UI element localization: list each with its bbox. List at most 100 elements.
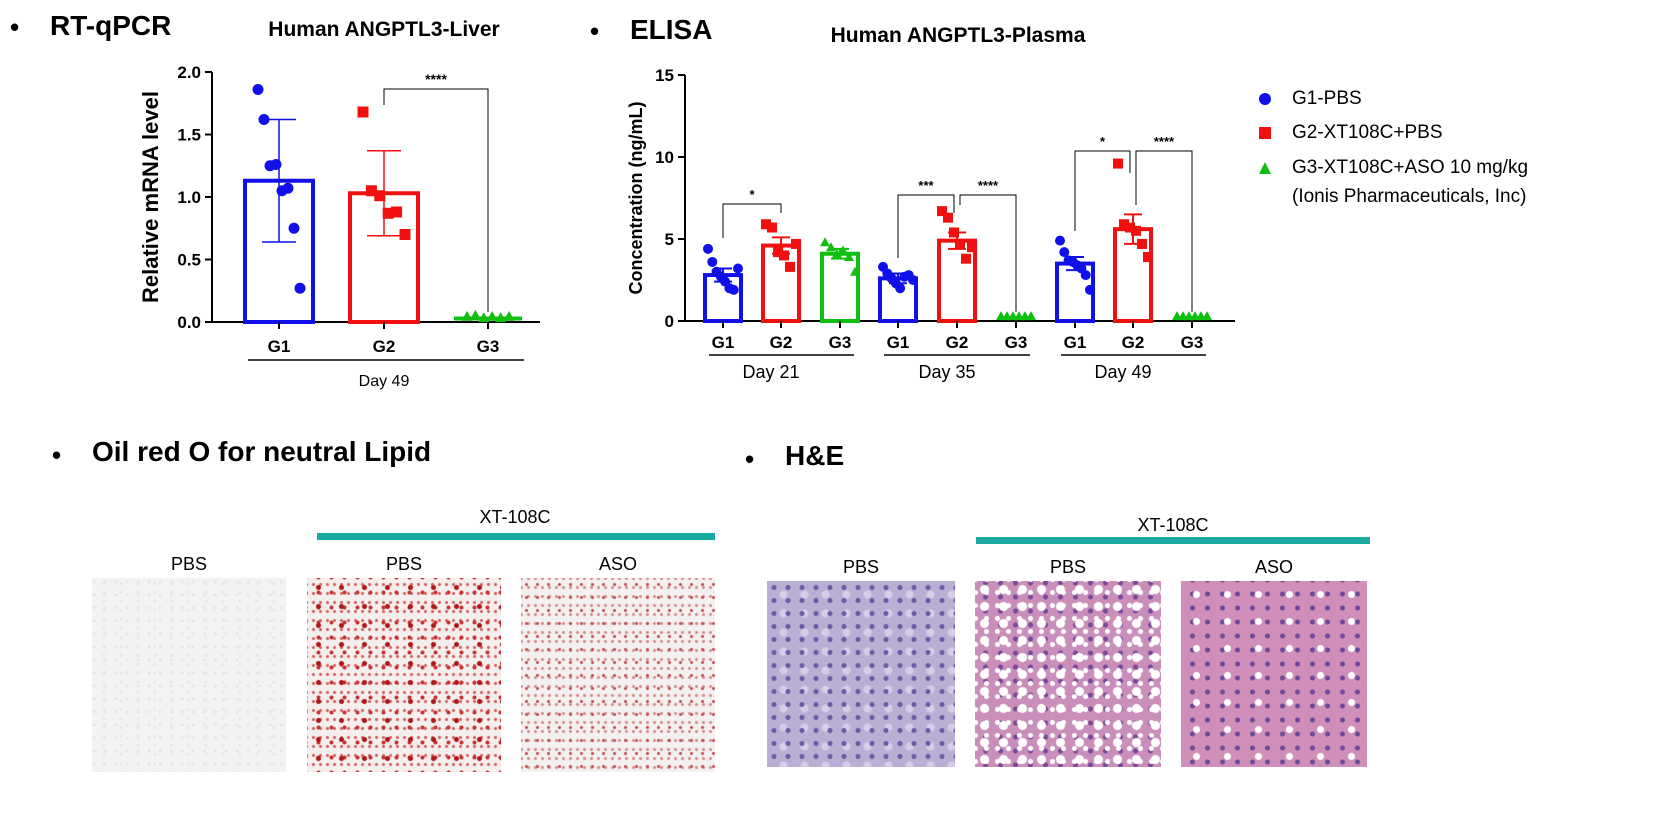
legend-label-g1: G1-PBS: [1292, 88, 1362, 109]
legend-marker-square-icon: [1259, 127, 1271, 139]
he-image-pbs: [767, 581, 955, 767]
data-point-G2: [399, 229, 411, 240]
data-point-G2: [1131, 225, 1141, 236]
legend-item-g3: G3-XT108C+ASO 10 mg/kg: [1258, 157, 1528, 179]
he-label-xt-pbs: PBS: [1049, 557, 1087, 577]
data-point-G2: [365, 185, 377, 197]
oil-xt108c-bar: [317, 533, 715, 540]
data-point-G1: [288, 222, 300, 234]
x-tick-label: G3: [1181, 333, 1204, 352]
data-point-G2: [374, 190, 386, 202]
oil-label-pbs: PBS: [170, 554, 208, 574]
x-tick-label: G3: [829, 333, 852, 352]
data-point-G3: [495, 312, 507, 323]
legend-label-g3: G3-XT108C+ASO 10 mg/kg: [1292, 157, 1529, 178]
data-point-G2: [791, 238, 801, 249]
data-point-G1: [908, 275, 918, 285]
data-point-G1: [1080, 270, 1091, 281]
bar-G2: [937, 238, 977, 323]
data-point-G3: [461, 311, 473, 321]
he-label-xt-aso: ASO: [1254, 557, 1293, 577]
data-point-G2: [1113, 158, 1123, 169]
data-point-G3: [503, 311, 515, 321]
data-point-G3: [1202, 311, 1212, 321]
significance-bracket: [1135, 150, 1193, 312]
y-tick-label: 10: [655, 148, 674, 167]
he-xt108c-header: XT-108C: [1137, 515, 1209, 535]
group-label: Day 21: [742, 362, 799, 382]
data-point-G3: [850, 266, 860, 276]
y-tick-label: 15: [655, 66, 674, 85]
chart-title: Human ANGPTL3-Plasma: [831, 24, 1086, 47]
legend-label-g2: G2-XT108C+PBS: [1292, 122, 1443, 143]
significance-label: ***: [918, 178, 934, 193]
data-point-G3: [1026, 311, 1036, 321]
data-point-G2: [943, 212, 953, 223]
section-title-oil: Oil red O for neutral Lipid: [92, 436, 432, 467]
significance-label: *: [749, 187, 755, 202]
data-point-G1: [1055, 235, 1065, 246]
y-tick-label: 0: [665, 312, 674, 331]
data-point-G2: [773, 247, 783, 258]
x-tick-label: G1: [712, 333, 735, 352]
x-tick-label: G1: [1064, 333, 1087, 352]
significance-label: *: [1100, 134, 1106, 149]
x-tick-label: G2: [373, 337, 396, 356]
y-axis-label: Relative mRNA level: [138, 91, 163, 303]
data-point-G2: [961, 253, 971, 264]
data-point-G2: [761, 219, 771, 230]
x-tick-label: G3: [1005, 333, 1028, 352]
data-point-G3: [844, 252, 854, 262]
legend-sub-label: (Ionis Pharmaceuticals, Inc): [1292, 186, 1527, 207]
oil-label-xt-pbs: PBS: [385, 554, 423, 574]
section-title-elisa: ELISA: [630, 14, 713, 45]
section-title-rtqpcr: RT-qPCR: [50, 10, 172, 41]
data-point-G2: [357, 106, 369, 118]
significance-bracket: [1074, 150, 1131, 231]
group-label: Day 35: [918, 362, 975, 382]
significance-label: ****: [1154, 134, 1175, 149]
data-point-G3: [838, 245, 848, 255]
data-point-G3: [486, 311, 498, 321]
y-tick-label: 0.5: [177, 251, 201, 270]
significance-bracket: [722, 203, 782, 238]
oil-image-xt-aso: [521, 578, 715, 772]
oil-image-pbs: [92, 578, 286, 772]
data-point-G2: [1119, 219, 1129, 230]
data-point-G1: [252, 84, 264, 95]
y-tick-label: 1.5: [177, 126, 201, 145]
data-point-G2: [779, 250, 789, 261]
he-image-xt-pbs: [975, 581, 1161, 767]
data-point-G2: [1143, 252, 1153, 263]
data-point-G1: [1085, 284, 1095, 295]
data-point-G1: [1059, 247, 1070, 258]
data-point-G2: [955, 238, 965, 249]
data-point-G1: [733, 263, 743, 274]
legend-item-g2: G2-XT108C+PBS: [1258, 122, 1443, 144]
data-point-G2: [785, 261, 795, 272]
data-point-G3: [826, 242, 836, 252]
data-point-G2: [1137, 238, 1147, 249]
he-label-pbs: PBS: [842, 557, 880, 577]
data-point-G3: [469, 309, 481, 320]
data-point-G1: [282, 182, 294, 194]
data-point-G1: [270, 159, 282, 170]
bullet-he: •: [745, 444, 755, 474]
data-point-G1: [258, 114, 270, 125]
bullet-rtqpcr: •: [10, 12, 20, 42]
y-tick-label: 5: [665, 230, 674, 249]
significance-bracket: [959, 194, 1017, 312]
bullet-oil: •: [52, 440, 62, 470]
y-tick-label: 2.0: [177, 63, 201, 82]
x-tick-label: G3: [477, 337, 500, 356]
x-tick-label: G1: [887, 333, 910, 352]
rtqpcr-chart: Human ANGPTL3-Liver Relative mRNA level 0.…: [138, 18, 540, 390]
data-point-G1: [703, 243, 713, 254]
data-point-G1: [294, 282, 306, 294]
data-point-G1: [728, 284, 739, 295]
data-point-G2: [382, 207, 394, 219]
he-xt108c-bar: [976, 537, 1370, 544]
oil-label-xt-aso: ASO: [598, 554, 637, 574]
data-point-G3: [820, 237, 830, 247]
chart-title: Human ANGPTL3-Liver: [268, 18, 499, 41]
